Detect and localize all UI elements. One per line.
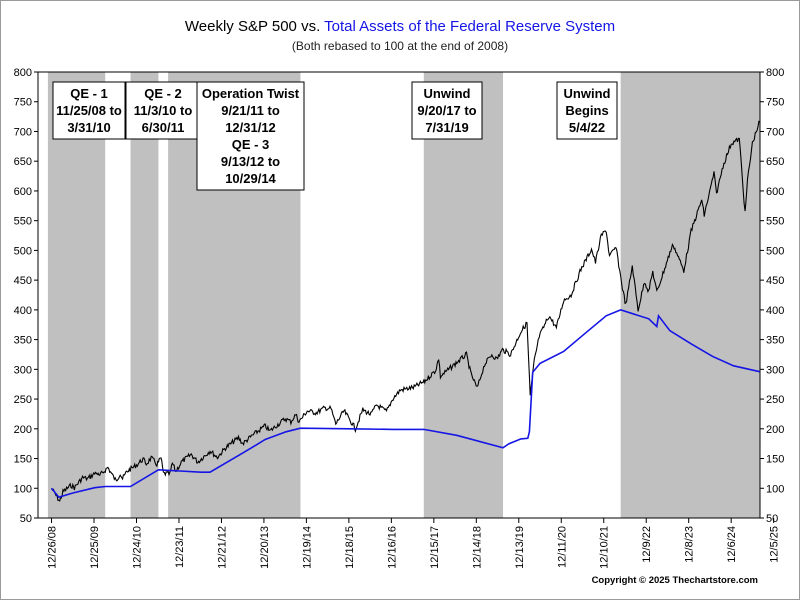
x-tick-label: 12/18/15 — [344, 526, 356, 569]
x-tick-label: 12/21/12 — [216, 526, 228, 569]
x-tick-label: 12/19/14 — [301, 526, 313, 569]
annotation-unwind-2022-line: 5/4/22 — [569, 120, 605, 135]
x-tick-label: 12/23/11 — [174, 526, 186, 568]
annotation-qe1-line: 11/25/08 to — [56, 103, 122, 118]
annotation-unwind-2017-line: Unwind — [424, 86, 471, 101]
y-tick-label-left: 200 — [14, 424, 32, 436]
annotation-qe2-line: 6/30/11 — [142, 120, 185, 135]
y-tick-label-left: 500 — [14, 245, 32, 257]
annotation-twist-qe3-box — [196, 81, 305, 191]
y-tick-label-left: 700 — [14, 126, 32, 138]
y-tick-label-right: 650 — [766, 156, 784, 168]
y-tick-label-left: 150 — [14, 454, 32, 466]
annotation-twist-qe3-line: QE - 3 — [232, 137, 270, 152]
x-tick-label: 12/10/21 — [599, 526, 611, 569]
y-tick-label-left: 750 — [14, 97, 32, 109]
y-tick-label-right: 50 — [766, 513, 778, 525]
y-tick-label-right: 600 — [766, 186, 784, 198]
series-line-fed-assets — [50, 309, 760, 499]
annotation-qe1-line: 3/31/10 — [67, 120, 110, 135]
y-tick-label-right: 100 — [766, 483, 784, 495]
y-tick-label-right: 200 — [766, 424, 784, 436]
annotation-twist-qe3-line: 9/13/12 to — [221, 154, 280, 169]
annotation-unwind-2017-box — [411, 81, 483, 140]
annotation-qe1-line: QE - 1 — [70, 86, 108, 101]
x-tick-label: 12/13/19 — [514, 526, 526, 569]
copyright-notice: Copyright © 2025 Thechartstore.com — [591, 575, 758, 586]
y-tick-label-right: 350 — [766, 335, 784, 347]
y-tick-label-left: 100 — [14, 483, 32, 495]
y-tick-label-right: 750 — [766, 97, 784, 109]
series-line-sp500 — [51, 120, 761, 502]
y-tick-label-left: 450 — [14, 275, 32, 287]
annotation-twist-qe3-line: 12/31/12 — [225, 120, 276, 135]
y-tick-label-right: 450 — [766, 275, 784, 287]
y-tick-label-right: 400 — [766, 305, 784, 317]
annotation-qe2-box — [125, 81, 201, 140]
annotation-unwind-2017-line: 9/20/17 to — [417, 103, 476, 118]
chart-subtitle: (Both rebased to 100 at the end of 2008) — [291, 39, 509, 53]
x-tick-label: 12/15/17 — [429, 526, 441, 569]
y-tick-label-left: 350 — [14, 335, 32, 347]
y-tick-label-left: 650 — [14, 156, 32, 168]
y-tick-label-right: 700 — [766, 126, 784, 138]
y-tick-label-right: 250 — [766, 394, 784, 406]
plot-border — [37, 71, 761, 519]
annotation-unwind-2022-line: Unwind — [564, 86, 611, 101]
annotation-qe2-line: 11/3/10 to — [134, 103, 193, 118]
title-fed-assets-part: Total Assets of the Federal Reserve Syst… — [324, 18, 616, 35]
y-tick-label-left: 800 — [14, 67, 32, 79]
x-tick-label: 12/24/10 — [131, 526, 143, 569]
annotation-unwind-2022-line: Begins — [565, 103, 608, 118]
y-tick-label-left: 50 — [20, 513, 32, 525]
annotation-twist-qe3-line: 10/29/14 — [225, 171, 276, 186]
title-sp500-part: Weekly S&P 500 vs. — [184, 18, 325, 35]
y-tick-label-left: 550 — [14, 216, 32, 228]
annotation-twist-qe3-line: Operation Twist — [202, 86, 300, 101]
x-tick-label: 12/11/20 — [556, 526, 568, 568]
y-tick-label-left: 400 — [14, 305, 32, 317]
y-tick-label-left: 250 — [14, 394, 32, 406]
x-tick-label: 12/14/18 — [471, 526, 483, 569]
x-tick-label: 12/25/09 — [89, 526, 101, 569]
annotation-twist-qe3-line: 9/21/11 to — [221, 103, 280, 118]
x-tick-label: 12/20/13 — [259, 526, 271, 569]
annotation-unwind-2017-line: 7/31/19 — [425, 120, 468, 135]
x-tick-label: 12/26/08 — [47, 526, 59, 569]
y-tick-label-right: 300 — [766, 364, 784, 376]
x-tick-label: 12/5/25 — [769, 526, 781, 563]
y-tick-label-right: 150 — [766, 454, 784, 466]
y-tick-label-left: 600 — [14, 186, 32, 198]
y-tick-label-left: 300 — [14, 364, 32, 376]
shaded-period-2 — [130, 72, 159, 518]
x-tick-label: 12/16/16 — [386, 526, 398, 569]
annotation-qe2-line: QE - 2 — [144, 86, 182, 101]
y-tick-label-right: 550 — [766, 216, 784, 228]
y-tick-label-right: 500 — [766, 245, 784, 257]
x-tick-label: 12/6/24 — [726, 526, 738, 563]
shaded-period-5 — [620, 72, 760, 518]
annotation-unwind-2022-box — [556, 81, 618, 140]
x-tick-label: 12/9/22 — [641, 526, 653, 563]
chart-title: Weekly S&P 500 vs. Total Assets of the F… — [0, 18, 800, 35]
annotation-qe1-box — [52, 81, 126, 140]
shaded-period-1 — [47, 72, 106, 518]
y-tick-label-right: 800 — [766, 67, 784, 79]
x-tick-label: 12/8/23 — [684, 526, 696, 563]
